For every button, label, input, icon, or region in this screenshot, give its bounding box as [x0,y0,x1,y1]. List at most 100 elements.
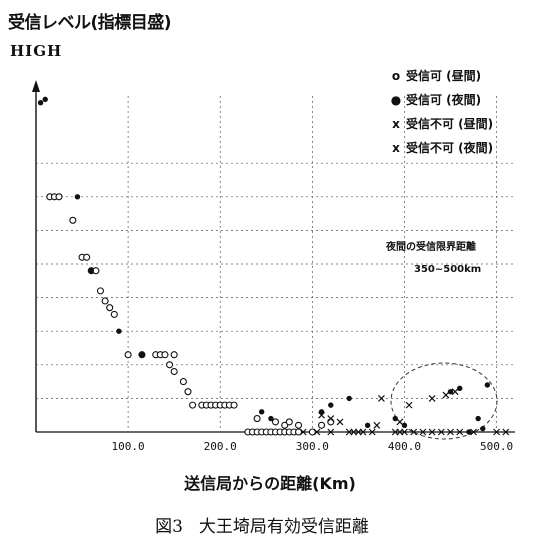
data-points [37,96,510,436]
point-filled-circle [116,328,122,334]
x-mark-stroke [410,428,418,436]
point-open-circle [271,418,280,426]
point-x-mark [313,428,321,436]
point-filled-circle [475,415,481,422]
point-filled-circle [392,415,398,422]
point-filled-circle [480,425,486,432]
point-x-mark [410,428,418,436]
figure-number: 図3 [155,517,183,537]
point-open-circle [253,415,261,423]
x-mark-stroke [359,428,367,436]
x-mark-stroke [442,391,450,399]
point-x-mark [318,411,325,419]
point-x-mark [428,428,436,436]
point-filled-circle [88,268,94,274]
point-x-mark [336,418,344,426]
y-axis-high-label: HIGH [10,42,63,60]
point-x-mark [401,428,408,436]
x-mark-stroke [327,415,335,422]
x-mark-stroke [378,394,385,402]
point-filled-circle [484,382,491,388]
point-x-mark [378,394,385,402]
x-mark-stroke [318,411,325,419]
point-x-mark [442,391,450,399]
point-x-mark [405,401,413,409]
point-open-circle [106,304,114,312]
legend-label: 受信可 (夜間) [406,93,482,107]
legend: o 受信可 (昼間) ● 受信可 (夜間) x 受信不可 (昼間) x 受信不可… [388,64,493,160]
point-x-mark [428,394,436,402]
point-open-circle [285,418,293,426]
x-tick-label: 200.0 [204,440,237,453]
point-open-circle [281,421,289,429]
x-mark-stroke [336,418,344,426]
point-x-mark [447,428,454,436]
x-mark-stroke [451,388,459,396]
point-open-circle [294,428,303,436]
point-x-mark [437,428,445,436]
point-open-circle [101,297,109,305]
point-open-circle [184,388,192,396]
point-open-circle [189,401,197,409]
point-x-mark [373,421,381,429]
annotation-title: 夜間の受信限界距離 [386,242,476,253]
legend-label: 受信可 (昼間) [406,69,482,83]
x-mark-stroke [419,428,427,436]
point-x-mark [299,428,307,436]
point-x-mark [493,428,501,436]
point-filled-circle [42,96,48,103]
x-tick-labels: 100.0 200.0 300.0 400.0 500.0 [112,440,514,453]
x-mark-stroke [456,428,464,436]
legend-symbol: x [392,141,400,155]
point-open-circle [110,310,118,318]
point-open-circle [230,401,238,409]
point-open-circle [55,193,63,201]
x-mark-stroke [493,428,501,436]
point-x-mark [470,428,477,436]
point-filled-circle [466,429,472,435]
night-limit-region [390,362,498,440]
point-x-mark [327,415,335,422]
legend-item-day-fail: x 受信不可 (昼間) [388,112,493,136]
x-mark-stroke [299,428,307,436]
figure-caption: 図3 大王埼局有効受信距離 [0,512,540,537]
point-open-circle [294,421,303,429]
x-mark-stroke [373,421,381,429]
point-x-mark [396,418,404,426]
point-filled-circle [457,385,463,392]
legend-item-night-ok: ● 受信可 (夜間) [388,88,493,112]
point-filled-circle [364,422,371,428]
y-axis-arrow [32,80,40,92]
point-filled-circle [139,352,145,358]
legend-label: 受信不可 (昼間) [406,117,494,131]
x-mark-stroke [401,428,408,436]
point-filled-circle [258,409,265,415]
x-mark-stroke [396,418,404,426]
figure-title: 大王埼局有効受信距離 [198,517,369,537]
x-mark-stroke [368,428,376,436]
point-filled-circle [74,194,81,200]
point-open-circle [170,351,178,359]
x-mark-stroke [437,428,445,436]
x-axis-label: 送信局からの距離(Km) [184,474,356,493]
legend-symbol: x [392,117,400,131]
y-axis-label: 受信レベル(指標目盛) [8,13,172,33]
point-open-circle [161,351,169,359]
point-open-circle [179,378,187,386]
x-mark-stroke [447,428,454,436]
point-filled-circle [268,415,274,422]
x-tick-label: 500.0 [480,440,513,453]
legend-symbol: ● [390,93,402,107]
night-limit-annotation: 夜間の受信限界距離 350~500km [386,237,481,281]
point-filled-circle [346,395,352,402]
x-mark-stroke [470,428,477,436]
x-mark-stroke [428,428,436,436]
point-open-circle [69,216,77,224]
point-open-circle [308,428,316,436]
point-x-mark [451,388,459,396]
point-filled-circle [37,100,44,106]
legend-symbol: o [391,69,401,83]
point-open-circle [166,361,174,369]
point-filled-circle [328,402,334,408]
point-open-circle [170,367,178,376]
